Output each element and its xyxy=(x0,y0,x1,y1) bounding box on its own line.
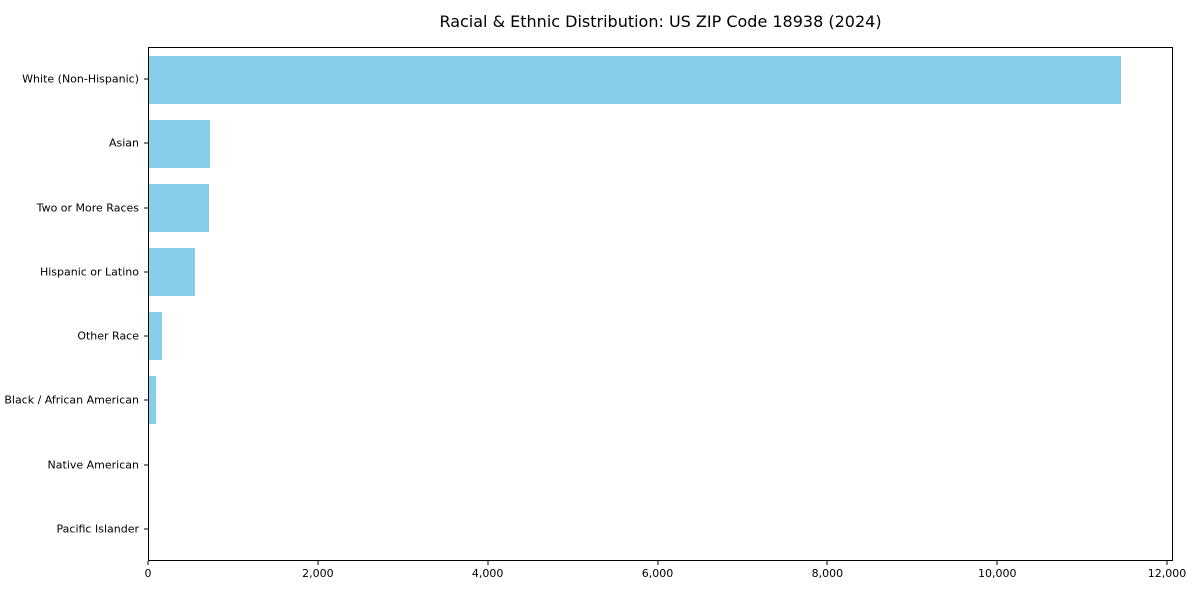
x-tick-mark xyxy=(147,561,149,565)
y-axis-label-white-non-hispanic: White (Non-Hispanic) xyxy=(22,72,139,86)
bar-row-other-race xyxy=(149,304,1172,368)
x-tick-label: 0 xyxy=(144,567,152,580)
bar-row-hispanic-or-latino xyxy=(149,240,1172,304)
x-tick-label: 8,000 xyxy=(811,567,844,580)
y-axis-label-other-race: Other Race xyxy=(77,329,139,343)
y-axis-label-hispanic-or-latino: Hispanic or Latino xyxy=(39,265,139,279)
y-tick-mark xyxy=(144,464,148,466)
x-tick-mark xyxy=(487,561,489,565)
y-axis-label-native-american: Native American xyxy=(47,458,139,472)
bar-hispanic-or-latino xyxy=(149,248,195,296)
y-tick-mark xyxy=(144,271,148,273)
bar-row-white-non-hispanic xyxy=(149,48,1172,112)
bar-other-race xyxy=(149,312,162,360)
x-tick-mark xyxy=(826,561,828,565)
bar-row-pacific-islander xyxy=(149,496,1172,560)
y-axis-label-asian: Asian xyxy=(108,136,139,150)
bar-white-non-hispanic xyxy=(149,56,1122,104)
bar-two-or-more-races xyxy=(149,184,209,232)
chart-title: Racial & Ethnic Distribution: US ZIP Cod… xyxy=(439,12,882,31)
x-tick-mark xyxy=(996,561,998,565)
x-tick-mark xyxy=(317,561,319,565)
y-axis-label-pacific-islander: Pacific Islander xyxy=(56,522,139,536)
y-tick-mark xyxy=(144,207,148,209)
bar-row-native-american xyxy=(149,432,1172,496)
y-tick-mark xyxy=(144,78,148,80)
x-tick-label: 12,000 xyxy=(1147,567,1187,580)
y-axis-label-black-african-american: Black / African American xyxy=(4,393,139,407)
plot-area xyxy=(148,47,1173,561)
bar-asian xyxy=(149,120,211,168)
x-tick-label: 6,000 xyxy=(641,567,674,580)
bar-row-two-or-more-races xyxy=(149,176,1172,240)
x-tick-label: 10,000 xyxy=(977,567,1017,580)
bar-row-asian xyxy=(149,112,1172,176)
x-tick-label: 4,000 xyxy=(471,567,504,580)
y-tick-mark xyxy=(144,142,148,144)
bar-black-african-american xyxy=(149,376,156,424)
y-tick-mark xyxy=(144,399,148,401)
bars-container xyxy=(149,48,1172,560)
x-tick-mark xyxy=(657,561,659,565)
x-tick-label: 2,000 xyxy=(302,567,334,580)
y-tick-mark xyxy=(144,528,148,530)
y-tick-mark xyxy=(144,335,148,337)
bar-row-black-african-american xyxy=(149,368,1172,432)
x-tick-mark xyxy=(1166,561,1168,565)
y-axis-label-two-or-more-races: Two or More Races xyxy=(36,201,139,215)
